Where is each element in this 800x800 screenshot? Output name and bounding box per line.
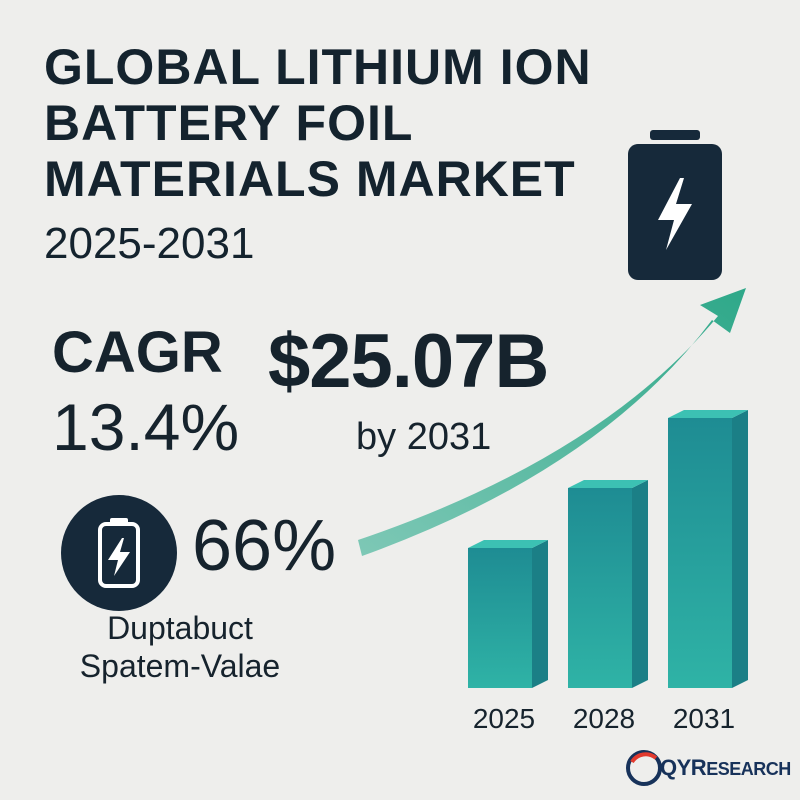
- cagr-label: CAGR: [52, 320, 223, 385]
- bar-2028: [568, 480, 648, 688]
- bar-2031: [668, 410, 748, 688]
- title-line-2: BATTERY FOIL: [44, 95, 414, 151]
- x-tick-2028: 2028: [573, 703, 635, 734]
- title-line-3: MATERIALS MARKET: [44, 151, 576, 207]
- market-year-label: by 2031: [356, 416, 492, 458]
- share-label-line-2: Spatem-Valae: [79, 648, 281, 684]
- title-years: 2025-2031: [44, 219, 255, 268]
- logo-text: QYRESEARCH: [660, 755, 791, 780]
- share-label-line-1: Duptabuct: [107, 610, 253, 646]
- market-value: $25.07B: [268, 319, 549, 404]
- battery-charging-icon: [628, 130, 722, 280]
- title-line-1: GLOBAL LITHIUM ION: [44, 39, 592, 95]
- cagr-value: 13.4%: [52, 390, 240, 464]
- trend-arrow: [358, 288, 746, 556]
- qyresearch-logo: [626, 750, 662, 786]
- share-value: 66%: [192, 506, 337, 586]
- x-tick-2025: 2025: [473, 703, 535, 734]
- x-tick-2031: 2031: [673, 703, 735, 734]
- bar-2025: [468, 540, 548, 688]
- battery-charging-icon: [61, 495, 177, 611]
